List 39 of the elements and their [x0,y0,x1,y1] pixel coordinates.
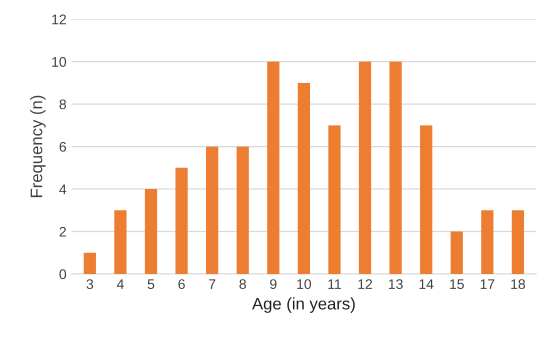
bar [512,210,524,274]
y-tick-label: 10 [52,56,66,67]
bar [84,252,96,274]
y-tick-label: 2 [60,226,66,237]
bar [298,82,310,274]
y-tick-label: 4 [59,184,66,194]
bar [450,232,463,274]
bar [267,62,280,274]
x-axis-title: Age (in years) [252,297,355,313]
x-tick-label: 8 [239,279,246,290]
bar [114,210,127,274]
y-tick-label: 8 [60,99,66,110]
x-tick-label: 18 [511,279,526,290]
x-tick-label: 6 [178,279,185,290]
y-tick-label: 6 [60,142,66,152]
bar [328,125,341,274]
x-tick-label: 3 [86,279,94,290]
bar [420,125,432,274]
x-tick-label: 5 [148,279,154,290]
bar [358,62,372,274]
x-tick-label: 13 [388,279,403,290]
x-tick-label: 10 [297,279,312,290]
bar [481,210,494,274]
y-tick-label: 0 [59,269,66,280]
bar [206,146,218,274]
x-tick-label: 9 [270,279,277,290]
x-tick-label: 4 [116,279,124,289]
x-tick-label: 14 [420,279,434,289]
bar [236,146,249,274]
x-tick-label: 12 [358,279,372,289]
bar [144,189,158,274]
bar [175,168,188,274]
x-tick-label: 7 [209,279,216,289]
bar [389,62,402,274]
y-tick-label: 12 [52,14,66,24]
x-tick-label: 11 [328,279,341,289]
y-axis-title: Frequency (n) [30,96,46,198]
x-tick-label: 15 [450,279,464,290]
x-tick-label: 17 [480,279,494,289]
